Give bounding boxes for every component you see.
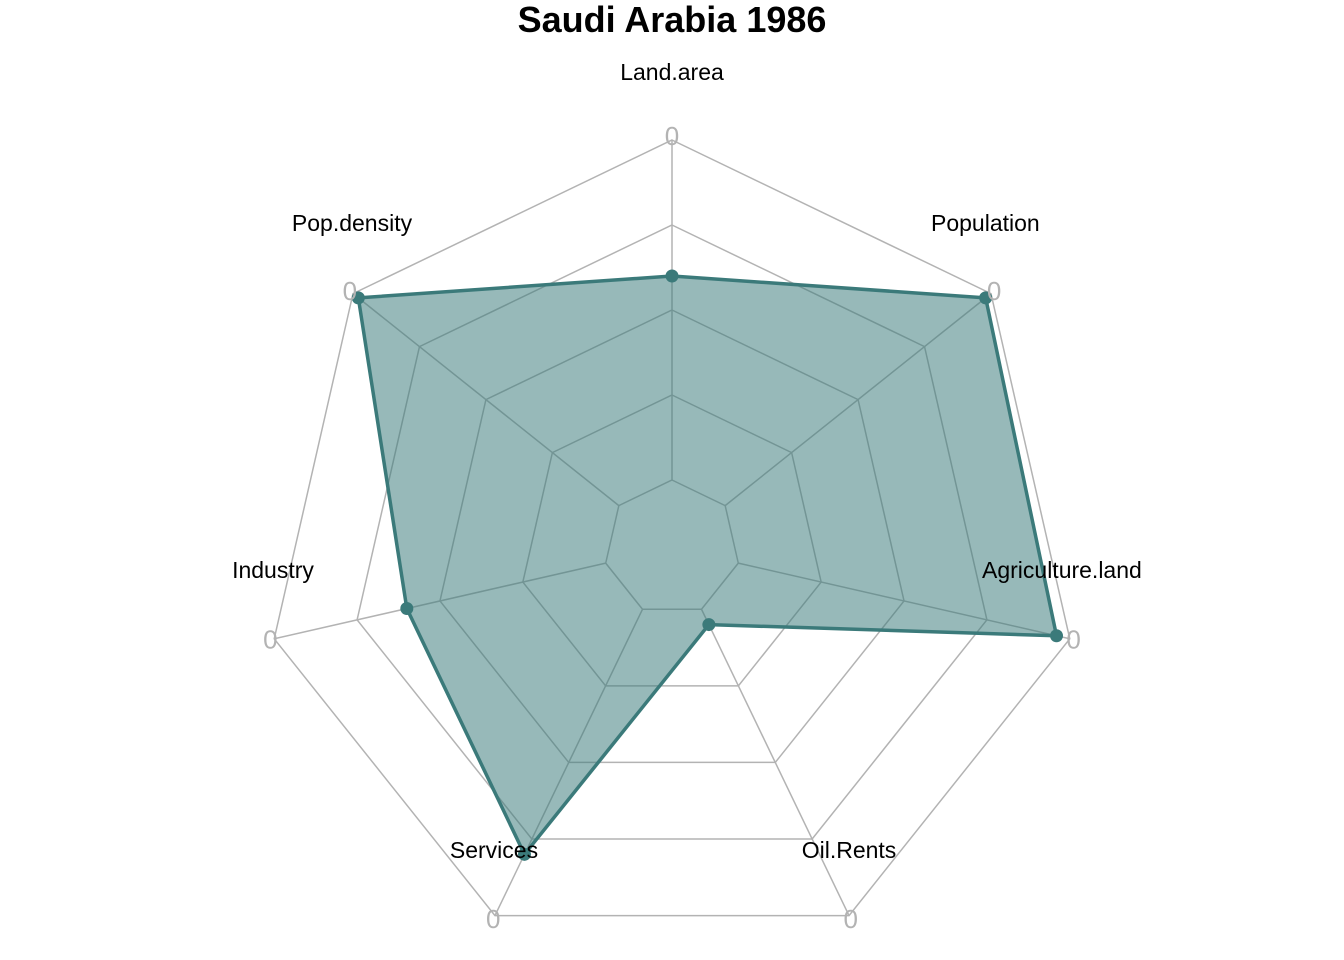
axis-label: Population xyxy=(931,210,1040,236)
axis-tick-labels: 0 0 0 0 0 0 0 xyxy=(263,121,1081,934)
axis-tick-label: 0 xyxy=(343,276,357,306)
axis-tick-label: 0 xyxy=(486,904,500,934)
axis-label: Pop.density xyxy=(292,210,413,236)
series-area xyxy=(356,274,1059,857)
data-point xyxy=(351,291,365,305)
axis-tick-label: 0 xyxy=(263,625,277,655)
grid-ring-5 xyxy=(273,139,1071,917)
axis-label: Land.area xyxy=(620,59,724,85)
axis-label: Services xyxy=(450,837,538,863)
axis-tick-label: 0 xyxy=(987,276,1001,306)
data-point xyxy=(702,618,716,632)
axis-tick-label: 0 xyxy=(665,121,679,151)
axis-spoke xyxy=(700,608,850,916)
axis-label: Agriculture.land xyxy=(982,557,1142,583)
axis-label: Industry xyxy=(232,557,314,583)
chart-title: Saudi Arabia 1986 xyxy=(518,0,827,40)
data-point xyxy=(665,269,679,283)
axis-labels: Land.area Population Agriculture.land Oil.R… xyxy=(232,59,1142,863)
data-point xyxy=(979,291,993,305)
axis-tick-label: 0 xyxy=(1066,625,1080,655)
radar-series xyxy=(351,269,1064,861)
axis-label: Oil.Rents xyxy=(802,837,897,863)
data-point xyxy=(400,602,414,616)
axis-tick-label: 0 xyxy=(844,904,858,934)
data-point xyxy=(517,847,531,861)
data-point xyxy=(1050,629,1064,643)
